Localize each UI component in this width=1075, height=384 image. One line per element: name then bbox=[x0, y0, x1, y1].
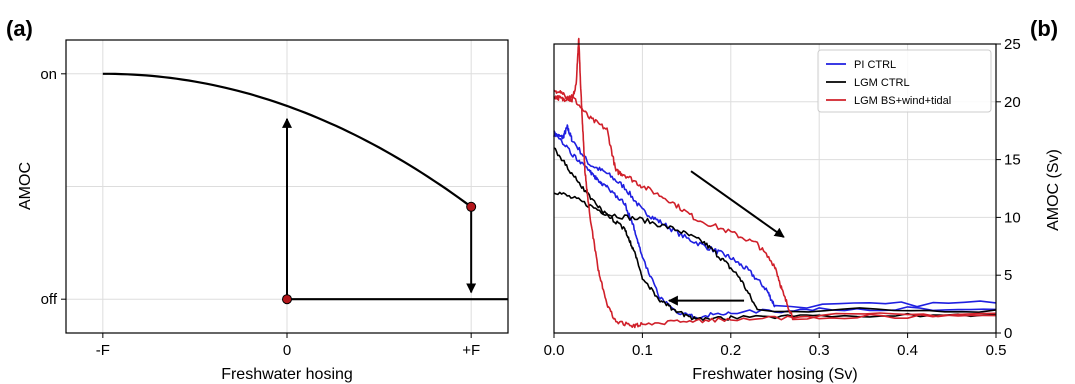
tick-label-x: 0.0 bbox=[544, 342, 565, 359]
tick-label-y: off bbox=[41, 291, 58, 308]
tick-label-y: 5 bbox=[1004, 267, 1012, 284]
tick-label-x: +F bbox=[462, 342, 480, 359]
series-line-2-ramp-down bbox=[553, 37, 997, 329]
panel-b-arrows bbox=[667, 170, 785, 306]
tick-label-x: 0.1 bbox=[632, 342, 653, 359]
panel-b-legend: PI CTRL LGM CTRL LGM BS+wind+tidal bbox=[817, 49, 992, 113]
panel-a-label: (a) bbox=[6, 16, 33, 41]
tick-label-y: 20 bbox=[1004, 94, 1021, 111]
series-line-0-ramp-up bbox=[553, 124, 997, 309]
panel-b-xlabel: Freshwater hosing (Sv) bbox=[692, 366, 857, 383]
panel-b-frame bbox=[553, 43, 997, 334]
legend-label: PI CTRL bbox=[854, 59, 896, 71]
tick-label-y: 15 bbox=[1004, 152, 1021, 169]
tick-label-x: 0 bbox=[283, 342, 291, 359]
panel-a-xlabel: Freshwater hosing bbox=[221, 366, 353, 383]
panel-a-ticks: -F 0 +F off on bbox=[40, 66, 480, 359]
panel-b-ylabel: AMOC (Sv) bbox=[1045, 149, 1062, 231]
legend-label: LGM BS+wind+tidal bbox=[854, 95, 951, 107]
panel-a: (a) -F 0 +F off on Freshwater hosing AMOC bbox=[6, 16, 509, 383]
panel-a-lines bbox=[102, 72, 508, 305]
series-line-0-ramp-down bbox=[553, 130, 997, 320]
panel-a-ylabel: AMOC bbox=[17, 162, 34, 210]
panel-b-lines bbox=[553, 37, 997, 329]
tick-label-x: -F bbox=[96, 342, 110, 359]
tick-label-y: 25 bbox=[1004, 36, 1021, 53]
upper-branch-line bbox=[102, 72, 472, 208]
tick-label-x: 0.4 bbox=[897, 342, 918, 359]
panel-b: (b) 0.0 0.1 0.2 0.3 0.4 0.50 5 10 15 20 25 PI CTRL… bbox=[544, 16, 1062, 383]
tick-label-x: 0.2 bbox=[720, 342, 741, 359]
tipping-point-marker bbox=[466, 201, 477, 212]
series-line-2-ramp-up bbox=[553, 94, 997, 321]
tick-label-y: 0 bbox=[1004, 325, 1012, 342]
tick-label-x: 0.3 bbox=[809, 342, 830, 359]
tipping-point-marker bbox=[282, 294, 292, 305]
panel-b-ticks: 0.0 0.1 0.2 0.3 0.4 0.50 5 10 15 20 25 bbox=[544, 36, 1021, 359]
tick-label-y: on bbox=[40, 66, 57, 83]
tick-label-x: 0.5 bbox=[986, 342, 1007, 359]
legend-box bbox=[817, 49, 992, 113]
tick-label-y: 10 bbox=[1004, 209, 1021, 226]
legend-label: LGM CTRL bbox=[854, 77, 910, 89]
direction-arrow-0 bbox=[690, 170, 785, 238]
panel-b-label: (b) bbox=[1030, 16, 1058, 41]
series-line-1-ramp-up bbox=[553, 191, 997, 313]
series-line-1-ramp-down bbox=[553, 147, 997, 321]
